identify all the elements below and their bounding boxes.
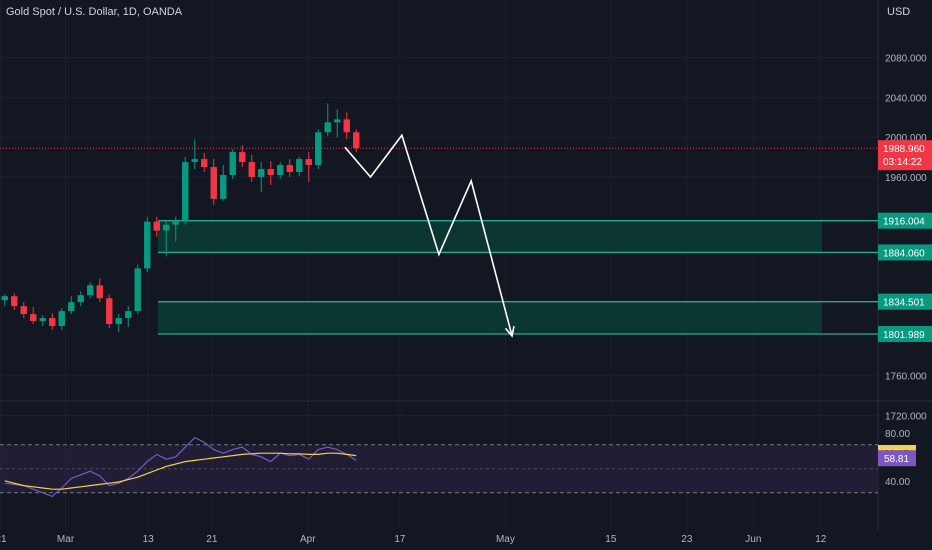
time-tick-label: 13 bbox=[143, 534, 155, 545]
candle-body bbox=[49, 318, 56, 327]
axes: 2080.000 2040.000 2000.000 1960.000 1760.000… bbox=[0, 54, 927, 545]
zone-price-label: 1916.004 bbox=[883, 217, 925, 228]
time-tick-label: 21 bbox=[0, 534, 7, 545]
candle-body bbox=[191, 159, 198, 163]
last-price-label: 1988.960 bbox=[883, 144, 925, 155]
candle-body bbox=[220, 174, 227, 199]
demand-zone bbox=[158, 301, 822, 334]
candle-body bbox=[153, 221, 160, 231]
time-tick-label: Apr bbox=[300, 534, 316, 545]
last-price-badge bbox=[878, 140, 932, 171]
countdown-label: 03:14:22 bbox=[883, 157, 922, 168]
candle-body bbox=[324, 122, 331, 133]
price-tick-label: 2000.000 bbox=[885, 133, 927, 144]
rsi-ma-label: 58.81 bbox=[884, 454, 909, 465]
candle-body bbox=[125, 311, 132, 319]
grid bbox=[0, 0, 932, 530]
price-tick-label: 1720.000 bbox=[885, 411, 927, 422]
candle-body bbox=[172, 221, 179, 225]
candle-body bbox=[315, 132, 322, 166]
rsi-tick-label: 40.00 bbox=[885, 477, 910, 488]
zone-price-badge bbox=[878, 212, 932, 229]
time-tick-label: Mar bbox=[57, 534, 75, 545]
candle-body bbox=[77, 295, 84, 303]
zone-price-label: 1834.501 bbox=[883, 298, 925, 309]
candle-body bbox=[286, 165, 293, 173]
price-labels: 1916.0041884.0601834.5011801.98963.1558.… bbox=[878, 140, 932, 467]
candle-body bbox=[258, 169, 265, 177]
time-tick-label: 17 bbox=[394, 534, 406, 545]
candle-body bbox=[11, 296, 18, 307]
candle-body bbox=[106, 298, 113, 325]
zone-price-badge bbox=[878, 325, 932, 342]
price-tick-label: 2040.000 bbox=[885, 93, 927, 104]
rsi-ma-line bbox=[4, 452, 357, 490]
candle-body bbox=[334, 119, 341, 123]
rsi-ma-badge bbox=[878, 450, 916, 467]
candle-body bbox=[182, 162, 189, 222]
currency-label[interactable]: USD bbox=[887, 6, 911, 18]
candle-body bbox=[305, 159, 312, 166]
candle-body bbox=[277, 165, 284, 175]
time-tick-label: 15 bbox=[605, 534, 617, 545]
candle-body bbox=[58, 311, 65, 327]
candle-body bbox=[248, 162, 255, 177]
zone-price-label: 1801.989 bbox=[883, 330, 925, 341]
price-tick-label: 2080.000 bbox=[885, 54, 927, 65]
candle-body bbox=[343, 119, 350, 133]
candle-body bbox=[267, 169, 274, 175]
candle-body bbox=[1, 296, 8, 301]
candle-body bbox=[30, 314, 37, 322]
candle-body bbox=[201, 159, 208, 168]
zone-price-badge bbox=[878, 244, 932, 261]
symbol-title: Gold Spot / U.S. Dollar, 1D, OANDA bbox=[6, 6, 183, 18]
candle-body bbox=[296, 159, 303, 173]
projection-arrowhead bbox=[504, 325, 515, 338]
price-tick-label: 1960.000 bbox=[885, 173, 927, 184]
candles bbox=[1, 103, 360, 332]
time-tick-label: 21 bbox=[206, 534, 218, 545]
demand-zone bbox=[158, 220, 822, 253]
candle-body bbox=[229, 152, 236, 175]
candle-body bbox=[115, 318, 122, 325]
projection-path bbox=[344, 133, 515, 338]
rsi-line bbox=[4, 436, 357, 498]
candle-body bbox=[353, 132, 360, 149]
price-tick-label: 1760.000 bbox=[885, 372, 927, 383]
zone-price-label: 1884.060 bbox=[883, 248, 925, 259]
projection-polyline bbox=[344, 133, 513, 337]
candle-body bbox=[239, 152, 246, 163]
zone-price-badge bbox=[878, 293, 932, 310]
candle-body bbox=[68, 302, 75, 312]
time-tick-label: May bbox=[496, 534, 515, 545]
time-tick-label: 12 bbox=[815, 534, 827, 545]
candle-body bbox=[96, 285, 103, 299]
candle-body bbox=[144, 221, 151, 269]
rsi-tick-label: 80.00 bbox=[885, 429, 910, 440]
candle-body bbox=[20, 306, 27, 315]
price-zones bbox=[158, 220, 878, 335]
time-tick-label: Jun bbox=[745, 534, 761, 545]
candle-body bbox=[210, 167, 217, 199]
candle-body bbox=[163, 224, 170, 231]
rsi-pane bbox=[0, 436, 878, 498]
candle-body bbox=[87, 285, 94, 296]
candle-body bbox=[39, 318, 46, 322]
candle-body bbox=[134, 268, 141, 312]
time-tick-label: 23 bbox=[681, 534, 693, 545]
